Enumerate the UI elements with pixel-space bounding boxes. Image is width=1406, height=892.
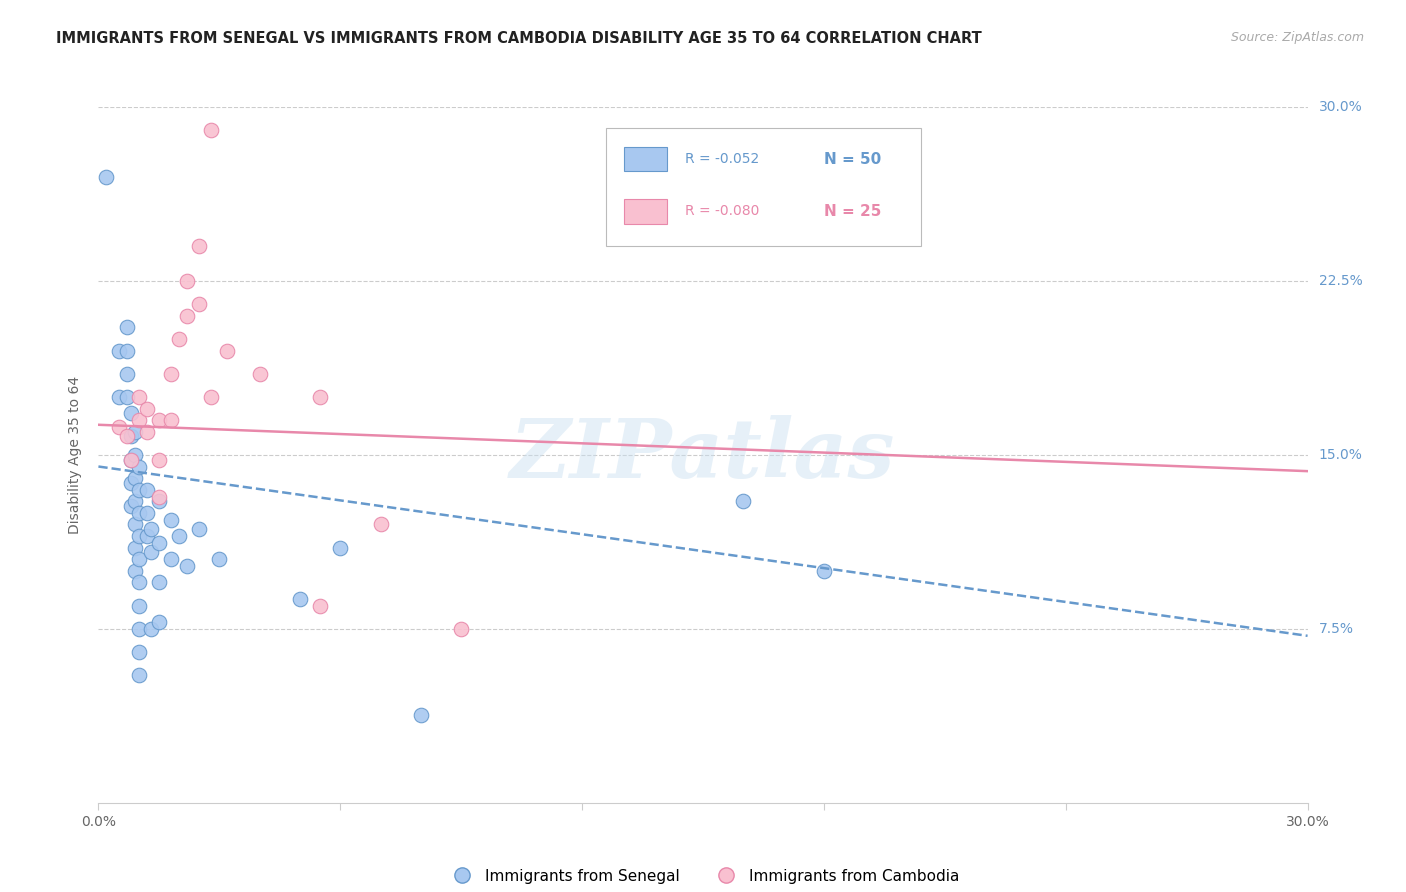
Point [115, 343, 138, 358]
Point [124, 517, 146, 532]
Text: 15.0%: 15.0% [1319, 448, 1362, 462]
Point [208, 552, 231, 566]
Point [176, 559, 198, 574]
Bar [624, 147, 666, 171]
Text: 22.5%: 22.5% [1319, 274, 1362, 288]
Point [124, 494, 146, 508]
Point [96, 169, 118, 184]
Point [120, 475, 142, 490]
Text: N = 50: N = 50 [824, 152, 882, 167]
Point [115, 390, 138, 404]
Point [200, 390, 222, 404]
Point [160, 513, 183, 527]
Point [288, 591, 311, 606]
Point [128, 390, 150, 404]
Text: 7.5%: 7.5% [1319, 622, 1354, 636]
Point [124, 471, 146, 485]
Point [135, 483, 157, 497]
Point [329, 541, 352, 555]
Point [115, 367, 138, 381]
Point [128, 552, 150, 566]
Text: R = -0.052: R = -0.052 [685, 153, 759, 166]
Point [124, 564, 146, 578]
Point [148, 536, 170, 550]
Point [217, 343, 239, 358]
FancyBboxPatch shape [606, 128, 921, 246]
Point [120, 406, 142, 420]
Point [128, 645, 150, 659]
Point [148, 615, 170, 629]
Point [370, 517, 392, 532]
Point [128, 575, 150, 590]
Point [128, 668, 150, 682]
Text: Source: ZipAtlas.com: Source: ZipAtlas.com [1230, 31, 1364, 45]
Point [107, 420, 129, 434]
Point [176, 274, 198, 288]
Point [188, 297, 211, 311]
Point [120, 452, 142, 467]
Point [128, 413, 150, 427]
Point [200, 123, 222, 137]
Point [309, 599, 332, 613]
Point [128, 506, 150, 520]
Text: R = -0.080: R = -0.080 [685, 204, 759, 219]
Point [124, 541, 146, 555]
Point [107, 343, 129, 358]
Point [409, 707, 432, 722]
Point [120, 429, 142, 443]
Legend: Immigrants from Senegal, Immigrants from Cambodia: Immigrants from Senegal, Immigrants from… [441, 863, 965, 890]
Point [128, 529, 150, 543]
Point [135, 506, 157, 520]
Point [115, 429, 138, 443]
Text: N = 25: N = 25 [824, 204, 882, 219]
Point [249, 367, 271, 381]
Bar [624, 199, 666, 224]
Text: IMMIGRANTS FROM SENEGAL VS IMMIGRANTS FROM CAMBODIA DISABILITY AGE 35 TO 64 CORR: IMMIGRANTS FROM SENEGAL VS IMMIGRANTS FR… [56, 31, 981, 46]
Point [309, 390, 332, 404]
Point [160, 367, 183, 381]
Point [139, 545, 162, 559]
Point [115, 320, 138, 334]
Point [120, 452, 142, 467]
Text: 30.0%: 30.0% [1319, 100, 1362, 114]
Point [160, 552, 183, 566]
Point [139, 622, 162, 636]
Point [176, 309, 198, 323]
Point [188, 239, 211, 253]
Point [148, 413, 170, 427]
Point [135, 529, 157, 543]
Point [148, 575, 170, 590]
Point [128, 599, 150, 613]
Point [120, 499, 142, 513]
Point [148, 452, 170, 467]
Point [124, 448, 146, 462]
Text: ZIPatlas: ZIPatlas [510, 415, 896, 495]
Point [128, 459, 150, 474]
Point [167, 529, 190, 543]
Point [124, 425, 146, 439]
Point [128, 483, 150, 497]
Point [813, 564, 835, 578]
Point [167, 332, 190, 346]
Point [188, 522, 211, 536]
Point [107, 390, 129, 404]
Point [128, 622, 150, 636]
Point [733, 494, 755, 508]
Point [148, 490, 170, 504]
Point [139, 522, 162, 536]
Point [135, 401, 157, 416]
Point [148, 494, 170, 508]
Point [450, 622, 472, 636]
Point [160, 413, 183, 427]
Point [135, 425, 157, 439]
Y-axis label: Disability Age 35 to 64: Disability Age 35 to 64 [69, 376, 83, 534]
